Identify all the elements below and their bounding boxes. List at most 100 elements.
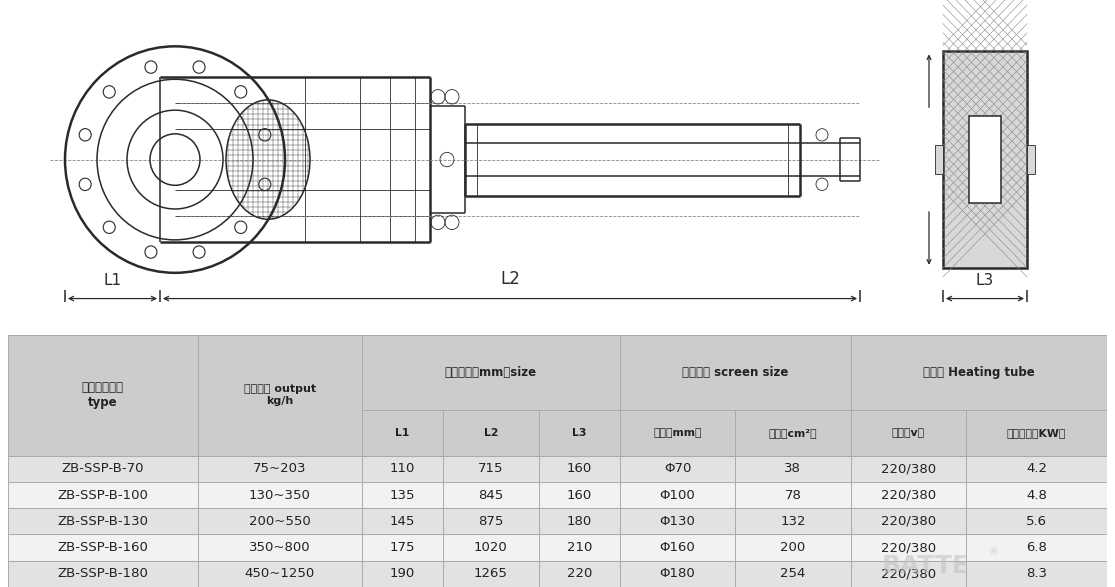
Bar <box>197 335 362 456</box>
Text: 220/380: 220/380 <box>881 488 935 502</box>
Bar <box>851 335 1107 410</box>
Bar <box>197 456 362 482</box>
Text: 电压（v）: 电压（v） <box>892 428 925 438</box>
Bar <box>539 482 620 508</box>
Bar <box>8 456 197 482</box>
Text: 132: 132 <box>780 515 806 528</box>
Text: L2: L2 <box>484 428 498 438</box>
Bar <box>851 535 966 561</box>
Bar <box>966 482 1107 508</box>
Text: 350~800: 350~800 <box>249 541 311 554</box>
Bar <box>851 410 966 456</box>
Bar <box>969 116 1001 203</box>
Text: 190: 190 <box>389 568 415 581</box>
Text: 加热功率（KW）: 加热功率（KW） <box>1007 428 1066 438</box>
Bar <box>620 456 735 482</box>
Bar <box>362 410 443 456</box>
Text: ®: ® <box>989 546 999 556</box>
Text: 1020: 1020 <box>474 541 507 554</box>
Bar <box>539 508 620 535</box>
Bar <box>735 535 851 561</box>
Text: 160: 160 <box>566 463 592 475</box>
Bar <box>8 482 197 508</box>
Text: 6.8: 6.8 <box>1026 541 1047 554</box>
Text: 直径（mm）: 直径（mm） <box>653 428 701 438</box>
Text: 200: 200 <box>780 541 805 554</box>
Bar <box>966 508 1107 535</box>
Bar <box>443 535 539 561</box>
Text: ZB-SSP-B-160: ZB-SSP-B-160 <box>57 541 148 554</box>
Text: 160: 160 <box>566 488 592 502</box>
Bar <box>443 482 539 508</box>
Text: ZB-SSP-B-100: ZB-SSP-B-100 <box>57 488 148 502</box>
Bar <box>8 561 197 587</box>
Text: Φ160: Φ160 <box>660 541 696 554</box>
Bar <box>197 508 362 535</box>
Bar <box>735 482 851 508</box>
Text: 适用产量 output
kg/h: 适用产量 output kg/h <box>244 384 316 406</box>
Text: L2: L2 <box>500 270 520 288</box>
Bar <box>935 145 943 174</box>
Text: 220/380: 220/380 <box>881 463 935 475</box>
Text: Φ130: Φ130 <box>659 515 696 528</box>
Bar <box>539 410 620 456</box>
Bar <box>620 482 735 508</box>
Text: 1265: 1265 <box>474 568 507 581</box>
Bar <box>735 410 851 456</box>
Bar <box>539 456 620 482</box>
Text: Φ70: Φ70 <box>663 463 691 475</box>
Text: BATTE: BATTE <box>882 554 970 578</box>
Bar <box>620 410 735 456</box>
Bar <box>620 561 735 587</box>
Text: Φ100: Φ100 <box>660 488 696 502</box>
Text: 5.6: 5.6 <box>1026 515 1047 528</box>
Bar <box>443 561 539 587</box>
Bar <box>362 508 443 535</box>
Bar <box>851 508 966 535</box>
Bar <box>851 482 966 508</box>
Text: 滤网尺寸 screen size: 滤网尺寸 screen size <box>682 366 788 379</box>
Bar <box>362 561 443 587</box>
Text: 220: 220 <box>566 568 592 581</box>
Bar <box>851 456 966 482</box>
Bar <box>1027 145 1035 174</box>
Bar <box>620 535 735 561</box>
Bar <box>966 535 1107 561</box>
Text: L1: L1 <box>395 428 409 438</box>
Text: 845: 845 <box>478 488 503 502</box>
Text: 875: 875 <box>478 515 504 528</box>
Text: 200~550: 200~550 <box>249 515 311 528</box>
Bar <box>443 508 539 535</box>
Text: 110: 110 <box>389 463 415 475</box>
Bar <box>943 52 1027 268</box>
Text: ZB-SSP-B-180: ZB-SSP-B-180 <box>57 568 148 581</box>
Text: 75~203: 75~203 <box>253 463 307 475</box>
Bar <box>735 456 851 482</box>
Text: L3: L3 <box>976 274 995 288</box>
Text: 180: 180 <box>566 515 592 528</box>
Bar <box>443 456 539 482</box>
Text: 450~1250: 450~1250 <box>244 568 314 581</box>
Text: 38: 38 <box>785 463 802 475</box>
Text: 130~350: 130~350 <box>249 488 311 502</box>
Text: 产品规格型号
type: 产品规格型号 type <box>81 381 124 409</box>
Bar <box>362 535 443 561</box>
Text: 加热器 Heating tube: 加热器 Heating tube <box>923 366 1035 379</box>
Text: ZB-SSP-B-130: ZB-SSP-B-130 <box>57 515 148 528</box>
Text: 4.2: 4.2 <box>1026 463 1047 475</box>
Bar <box>966 456 1107 482</box>
Bar <box>735 561 851 587</box>
Bar <box>197 535 362 561</box>
Text: 220/380: 220/380 <box>881 541 935 554</box>
Bar <box>362 456 443 482</box>
Text: L3: L3 <box>572 428 586 438</box>
Bar <box>851 561 966 587</box>
Text: 78: 78 <box>785 488 802 502</box>
Bar <box>539 561 620 587</box>
Text: 220/380: 220/380 <box>881 515 935 528</box>
Text: 175: 175 <box>389 541 415 554</box>
Text: 715: 715 <box>478 463 504 475</box>
Bar <box>966 561 1107 587</box>
Text: 220/380: 220/380 <box>881 568 935 581</box>
Text: L1: L1 <box>104 274 122 288</box>
